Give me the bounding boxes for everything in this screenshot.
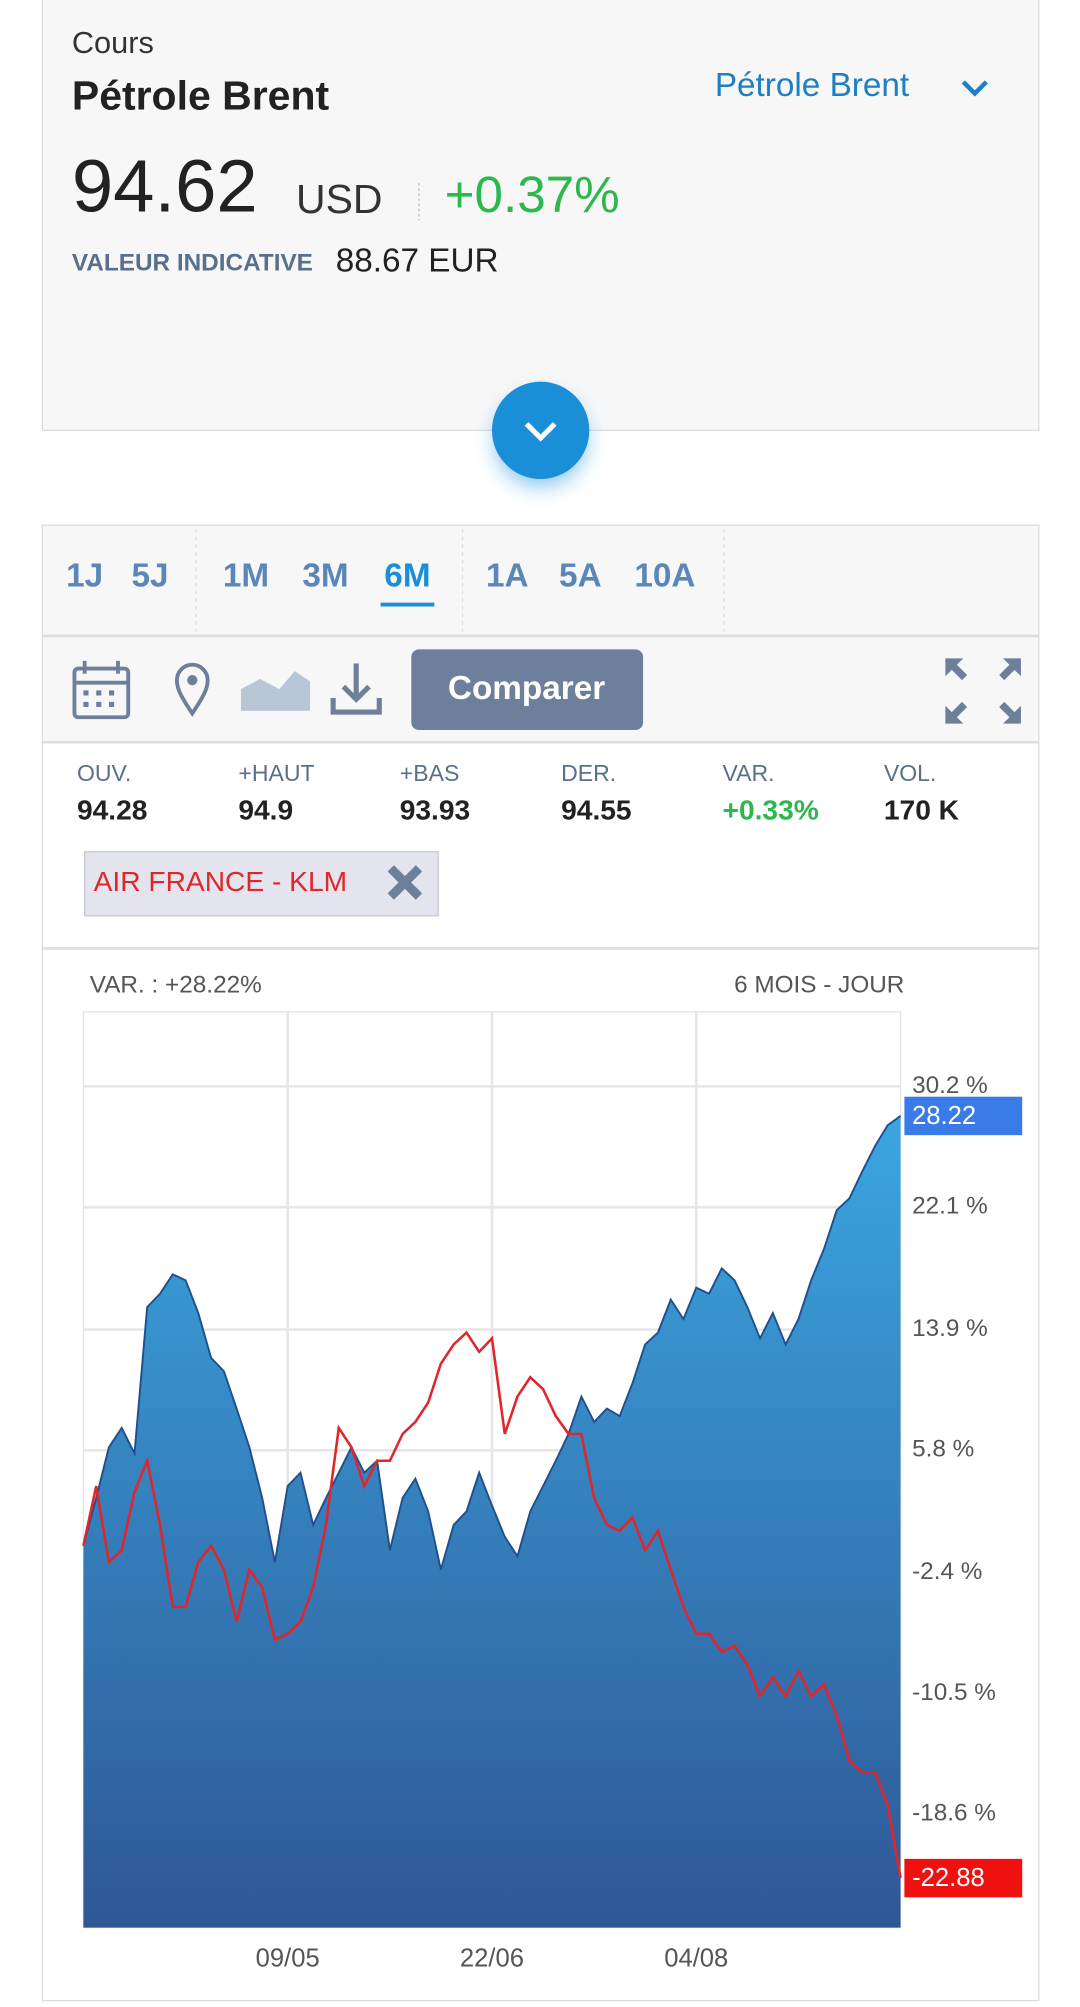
- stat-value: 94.28: [77, 793, 147, 825]
- title: Pétrole Brent: [72, 72, 330, 118]
- stat-value: 93.93: [400, 793, 470, 825]
- quote-card: [41, 0, 1040, 431]
- period-tab[interactable]: 5A: [559, 557, 602, 594]
- price: 94.62: [72, 145, 258, 228]
- stat-label: +BAS: [400, 760, 460, 786]
- expand-icon[interactable]: [524, 422, 557, 442]
- period-tab[interactable]: 6M: [384, 557, 430, 594]
- stat-label: +HAUT: [238, 760, 314, 786]
- download-icon[interactable]: [330, 663, 382, 715]
- indicative-value: 88.67 EUR: [336, 242, 499, 279]
- x-tick-label: 22/06: [460, 1944, 524, 1972]
- fullscreen-icon[interactable]: [945, 658, 1021, 724]
- compare-tag-label: AIR FRANCE - KLM: [94, 865, 347, 897]
- line: [82, 1330, 902, 1879]
- remove-compare[interactable]: [387, 865, 423, 900]
- y-tick-label: -10.5 %: [912, 1679, 996, 1706]
- y-tick-label: -2.4 %: [912, 1558, 982, 1585]
- y-tick-label: 5.8 %: [912, 1436, 974, 1463]
- stat-value: +0.33%: [723, 793, 819, 825]
- stat-label: OUV.: [77, 760, 131, 786]
- label: Cours: [72, 25, 154, 60]
- expand-button[interactable]: [491, 381, 590, 480]
- area: [83, 1115, 901, 1928]
- period-tab[interactable]: 1J: [66, 557, 103, 594]
- y-tick-label: 22.1 %: [912, 1193, 988, 1220]
- stat-label: DER.: [561, 760, 616, 786]
- compare-button[interactable]: [411, 649, 644, 731]
- marker-dot: [187, 674, 198, 686]
- plot: [82, 1011, 902, 1929]
- last-value-badge: [904, 1858, 1023, 1898]
- chart-subtitle-right: 6 MOIS - JOUR: [734, 972, 904, 999]
- last-value-label: -22.88: [912, 1864, 985, 1892]
- chart-subtitle-left: VAR. : +28.22%: [90, 972, 262, 999]
- y-tick-label: -18.6 %: [912, 1800, 996, 1827]
- area-outline: [82, 1115, 902, 1570]
- stat-value: 94.9: [238, 793, 293, 825]
- y-tick-label: 30.2 %: [912, 1072, 988, 1099]
- compare-label[interactable]: Comparer: [448, 670, 605, 707]
- compare-tag: [84, 851, 439, 917]
- period-tab[interactable]: 1A: [486, 557, 529, 594]
- period-tab[interactable]: 1M: [223, 557, 269, 594]
- period-separators: [195, 528, 725, 632]
- period-bar: [41, 524, 1040, 636]
- chart-type-icon[interactable]: [240, 671, 311, 711]
- x-tick-label: 04/08: [664, 1944, 728, 1972]
- chevron[interactable]: [961, 80, 988, 97]
- marker-icon[interactable]: [174, 662, 210, 717]
- period-tab[interactable]: 5J: [131, 557, 168, 594]
- period-tab[interactable]: 3M: [302, 557, 348, 594]
- last-value-label: 28.22: [912, 1102, 976, 1130]
- indicative-label: VALEUR INDICATIVE: [72, 249, 313, 276]
- stat-label: VOL.: [884, 760, 937, 786]
- stat-value: 94.55: [561, 793, 631, 825]
- last-value-badge: [904, 1096, 1023, 1136]
- stat-value: 170 K: [884, 793, 960, 825]
- x-tick-label: 09/05: [256, 1944, 320, 1972]
- currency: USD: [296, 176, 383, 222]
- instrument-selector[interactable]: Pétrole Brent: [715, 67, 909, 104]
- change: +0.37%: [445, 166, 620, 223]
- y-tick-label: 13.9 %: [912, 1315, 988, 1342]
- stat-label: VAR.: [723, 760, 775, 786]
- period-tab[interactable]: 10A: [634, 557, 695, 594]
- calendar-icon[interactable]: [72, 660, 131, 720]
